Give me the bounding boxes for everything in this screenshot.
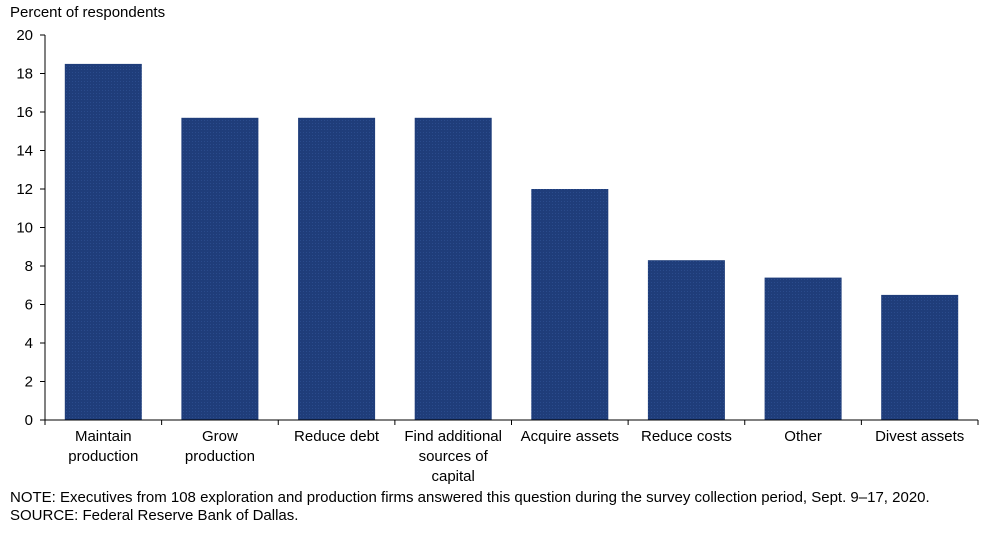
y-tick-label: 20	[16, 27, 33, 44]
bar-4	[414, 117, 492, 421]
x-category-label: Acquire assets	[521, 428, 619, 445]
y-tick-label: 0	[25, 412, 33, 429]
bar-chart: 0 2 4 6 8 10 12 14 16 18 20 Maintain production Grow…	[16, 27, 979, 485]
y-tick-label: 4	[25, 335, 33, 352]
footer-notes: NOTE: Executives from 108 exploration an…	[10, 489, 985, 525]
y-tick-label: 16	[16, 104, 33, 121]
x-category-label: Divest assets	[875, 428, 964, 445]
bar-7	[764, 277, 842, 420]
y-tick-label: 18	[16, 66, 33, 83]
y-tick-label: 8	[25, 258, 33, 275]
y-tick-label: 2	[25, 374, 33, 391]
x-category-label: Reduce costs	[641, 428, 732, 445]
bar-8	[881, 294, 959, 420]
y-tick-label: 12	[16, 181, 33, 198]
x-category-label: Maintain production	[68, 428, 138, 465]
y-tick-label: 6	[25, 297, 33, 314]
y-axis-title: Percent of respondents	[10, 4, 166, 21]
bars-group	[64, 63, 959, 421]
x-category-label: Reduce debt	[294, 428, 380, 445]
y-tick-label: 10	[16, 220, 33, 237]
bar-3	[298, 117, 376, 421]
bar-6	[647, 260, 725, 420]
bar-5	[531, 189, 609, 420]
y-ticks-group: 0 2 4 6 8 10 12 14 16 18 20	[16, 27, 45, 429]
x-category-label: Find additional sources of capital	[404, 428, 502, 485]
footer-note: NOTE: Executives from 108 exploration an…	[10, 489, 930, 506]
x-category-label: Other	[784, 428, 822, 445]
footer-source: SOURCE: Federal Reserve Bank of Dallas.	[10, 507, 299, 524]
bar-2	[181, 117, 259, 421]
x-category-label: Grow production	[185, 428, 255, 465]
y-tick-label: 14	[16, 143, 33, 160]
x-labels-group: Maintain production Grow production Reduce d…	[44, 420, 979, 485]
bar-1	[64, 63, 142, 421]
